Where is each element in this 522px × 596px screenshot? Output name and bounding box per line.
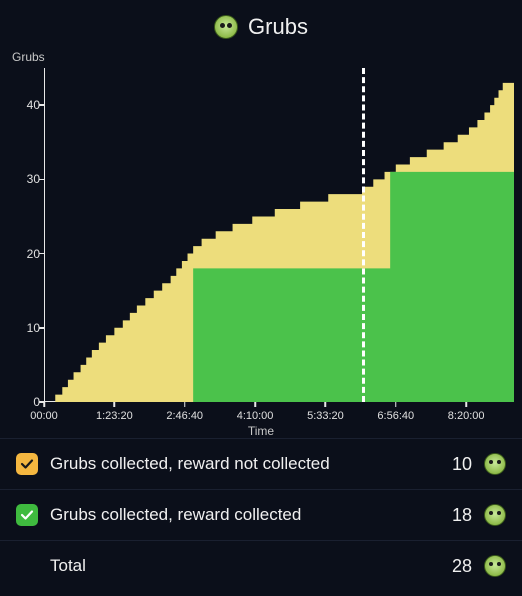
legend-row-collected: Grubs collected, reward collected 18 [0, 489, 522, 540]
spacer [16, 555, 38, 577]
x-tick-label: 2:46:40 [166, 410, 203, 422]
grub-icon [484, 555, 506, 577]
x-tick-label: 00:00 [30, 410, 58, 422]
panel-header: Grubs [0, 0, 522, 44]
legend-row-total: Total 28 [0, 540, 522, 591]
x-tick-label: 4:10:00 [237, 410, 274, 422]
grub-icon [214, 15, 238, 39]
page-title: Grubs [248, 14, 308, 40]
legend: Grubs collected, reward not collected 10… [0, 438, 522, 591]
legend-value: 28 [442, 556, 472, 577]
checkbox-icon [16, 504, 38, 526]
y-tick-label: 30 [12, 172, 40, 186]
grubs-panel: Grubs Grubs 01020304000:001:23:202:46:40… [0, 0, 522, 596]
grub-icon [484, 504, 506, 526]
legend-value: 18 [442, 505, 472, 526]
chart-plot-area: 01020304000:001:23:202:46:404:10:005:33:… [44, 68, 514, 402]
y-tick-label: 40 [12, 98, 40, 112]
time-marker-line [362, 68, 365, 402]
x-tick-label: 6:56:40 [377, 410, 414, 422]
x-tick-label: 1:23:20 [96, 410, 133, 422]
series-reward-collected [44, 68, 514, 402]
grub-icon [484, 453, 506, 475]
legend-row-not-collected: Grubs collected, reward not collected 10 [0, 438, 522, 489]
legend-label: Total [50, 556, 430, 576]
y-tick-label: 0 [12, 395, 40, 409]
y-axis-label: Grubs [12, 50, 45, 64]
checkbox-icon [16, 453, 38, 475]
legend-label: Grubs collected, reward collected [50, 505, 430, 525]
legend-label: Grubs collected, reward not collected [50, 454, 430, 474]
x-tick-label: 8:20:00 [448, 410, 485, 422]
x-axis-label: Time [0, 424, 522, 438]
chart: Grubs 01020304000:001:23:202:46:404:10:0… [0, 44, 522, 438]
y-tick-label: 20 [12, 247, 40, 261]
legend-value: 10 [442, 454, 472, 475]
x-tick-label: 5:33:20 [307, 410, 344, 422]
y-tick-label: 10 [12, 321, 40, 335]
